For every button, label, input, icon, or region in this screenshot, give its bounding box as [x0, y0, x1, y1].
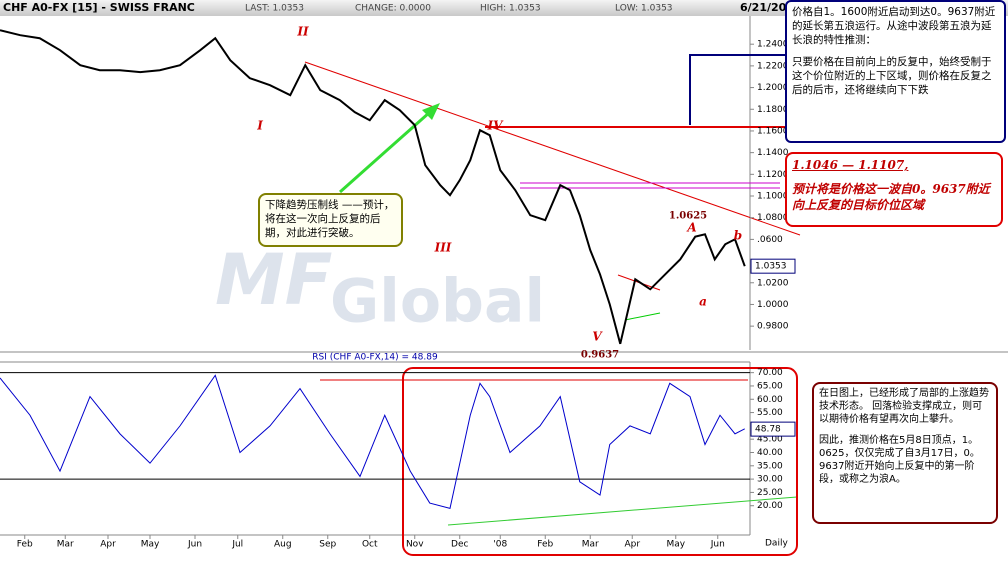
y-tick-label: 1.1800: [757, 105, 789, 115]
last-box: [750, 258, 796, 274]
watermark: MF: [215, 239, 332, 321]
x-tick-label: Jun: [710, 540, 725, 550]
wave-label: III: [434, 241, 452, 255]
x-tick-label: Apr: [100, 540, 116, 550]
y-tick-label: 65.00: [757, 381, 783, 391]
x-tick-label: Mar: [57, 540, 74, 550]
header-high: HIGH: 1.0353: [480, 4, 541, 14]
wave-label: IV: [487, 119, 505, 133]
y-tick-label: 45.00: [757, 435, 783, 445]
y-tick-label: 1.2200: [757, 61, 789, 71]
y-tick-label: .0600: [757, 235, 783, 245]
header-title: CHF A0-FX [15] - SWISS FRANC: [3, 1, 195, 14]
highlight-box: [402, 367, 798, 556]
channel-line: [624, 312, 661, 321]
wave-label: b: [734, 229, 742, 243]
x-tick-label: Mar: [582, 540, 599, 550]
last-box: [750, 421, 796, 437]
x-tick-label: '08: [493, 540, 507, 550]
series-line: [0, 29, 746, 345]
x-tick-label: Feb: [537, 540, 553, 550]
x-tick-label: Feb: [17, 540, 33, 550]
series-line: [0, 374, 745, 510]
x-tick-label: Dec: [451, 540, 468, 550]
y-tick-label: 1.1600: [757, 126, 789, 136]
wave-label: 0.9637: [581, 350, 619, 361]
x-tick-label: Sep: [319, 540, 336, 550]
wave-label: II: [296, 25, 309, 39]
x-tick-label: May: [141, 540, 160, 550]
last-value: 1.0353: [755, 262, 787, 272]
y-tick-label: 60.00: [757, 395, 783, 405]
y-tick-label: 1.1000: [757, 192, 789, 202]
watermark: Global: [330, 267, 545, 337]
note-target: 1.1046 — 1.1107, 预计将是价格这一波自0。9637附近向上反复的目…: [785, 152, 1003, 227]
header-change: CHANGE: 0.0000: [355, 4, 431, 14]
x-tick-label: Nov: [406, 540, 424, 550]
x-tick-label: Apr: [624, 540, 640, 550]
wave-label: A: [686, 221, 696, 235]
y-tick-label: 35.00: [757, 461, 783, 471]
note-text: 只要价格在目前向上的反复中，始终受制于这个价位附近的上下区域，则价格在反复之后的…: [792, 56, 992, 96]
timeframe: Daily: [765, 539, 788, 549]
y-tick-label: 30.00: [757, 475, 783, 485]
x-tick-label: Oct: [362, 540, 378, 550]
note-text: 在日图上，已经形成了局部的上涨趋势技术形态。 回落检验支撑成立，则可以期待价格有…: [819, 388, 989, 425]
y-tick-label: 1.1200: [757, 170, 789, 180]
note-daily: 在日图上，已经形成了局部的上涨趋势技术形态。 回落检验支撑成立，则可以期待价格有…: [812, 382, 998, 524]
header-low: LOW: 1.0353: [615, 4, 673, 14]
note-wave: 价格自1。1600附近启动到达0。9637附近的延长第五浪运行。从途中波段第五浪…: [785, 0, 1006, 143]
header-last: LAST: 1.0353: [245, 4, 304, 14]
trend-line: [304, 61, 801, 236]
wave-label: 1.0625: [669, 211, 707, 222]
note-text: 1.1046 — 1.1107,: [792, 158, 909, 172]
y-tick-label: 55.00: [757, 408, 783, 418]
arrow-head: [422, 103, 440, 120]
y-tick-label: 1.0000: [757, 300, 789, 310]
wave-label: V: [592, 330, 603, 344]
x-tick-label: Aug: [274, 540, 292, 550]
arrow: [339, 110, 431, 194]
rsi-support: [447, 496, 798, 526]
header-bar: [0, 0, 1008, 16]
x-tick-label: May: [666, 540, 685, 550]
last-value: 48.78: [755, 425, 781, 435]
y-tick-label: 1.2400: [757, 40, 789, 50]
y-tick-label: 1.1400: [757, 148, 789, 158]
wave-label: a: [699, 295, 707, 309]
note-text: 因此，推测价格在5月8日顶点，1。0625，仅仅完成了自3月17日，0。9637…: [819, 435, 980, 485]
y-tick-label: 25.00: [757, 488, 783, 498]
y-tick-label: 40.00: [757, 448, 783, 458]
x-tick-label: Jul: [231, 540, 243, 550]
rsi-title: RSI (CHF A0-FX,14) = 48.89: [312, 353, 438, 363]
note-text: 预计将是价格这一波自0。9637附近向上反复的目标价位区域: [792, 182, 990, 212]
connector: [689, 54, 785, 125]
note-trend: 下降趋势压制线 ——预计，将在这一次向上反复的后期，对此进行突破。: [258, 193, 403, 247]
y-tick-label: 1.2000: [757, 83, 789, 93]
y-tick-label: 1.0800: [757, 213, 789, 223]
y-tick-label: 1.0200: [757, 278, 789, 288]
note-text: 价格自1。1600附近启动到达0。9637附近的延长第五浪运行。从途中波段第五浪…: [792, 6, 996, 46]
y-tick-label: 70.00: [757, 368, 783, 378]
wave-label: I: [256, 119, 263, 133]
y-tick-label: 0.9800: [757, 322, 789, 332]
x-tick-label: Jun: [187, 540, 202, 550]
y-tick-label: 20.00: [757, 501, 783, 511]
